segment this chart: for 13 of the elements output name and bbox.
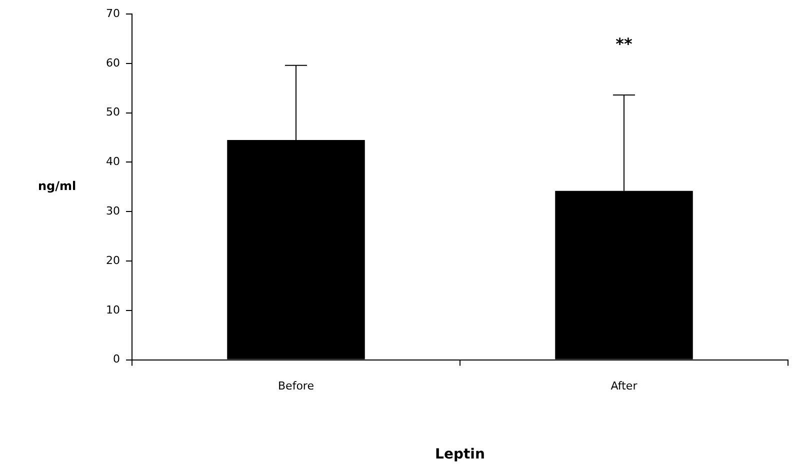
y-tick-label: 60 — [106, 56, 120, 70]
x-tick-label: Before — [278, 379, 314, 392]
y-tick-label: 10 — [106, 303, 120, 316]
x-axis-title: Leptin — [435, 446, 485, 463]
y-tick-label: 40 — [106, 155, 120, 168]
y-tick-label: 50 — [106, 106, 120, 119]
y-tick-label: 20 — [106, 254, 120, 267]
x-tick-label: After — [610, 379, 638, 392]
annotation: ** — [616, 34, 633, 54]
y-axis-title: ng/ml — [38, 179, 76, 194]
y-tick-label: 0 — [112, 352, 120, 366]
y-tick-label: 30 — [106, 204, 120, 218]
y-tick-label: 70 — [106, 6, 120, 20]
